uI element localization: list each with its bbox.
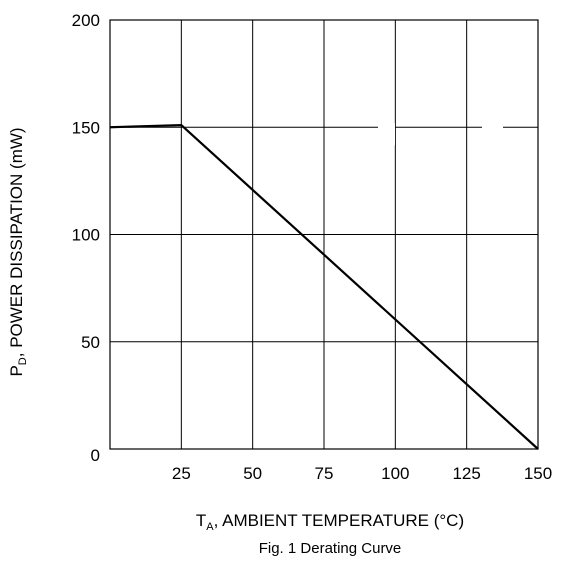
y-axis-label-rest: , POWER DISSIPATION (mW)	[7, 127, 26, 357]
y-tick-label-50: 50	[81, 333, 100, 352]
series-layer	[109, 123, 539, 450]
figure-caption: Fig. 1 Derating Curve	[259, 540, 402, 557]
y-tick-label-200: 200	[72, 11, 100, 30]
grid-layer	[110, 20, 538, 449]
x-axis-label: TA, AMBIENT TEMPERATURE (°C)	[196, 511, 464, 533]
x-tick-label-100: 100	[381, 464, 409, 483]
gridline-gap-2	[482, 123, 503, 146]
y-axis-label: PD, POWER DISSIPATION (mW)	[7, 127, 29, 376]
x-tick-label-150: 150	[524, 464, 552, 483]
x-axis-label-subscript: A	[206, 521, 214, 533]
x-axis-label-main: T	[196, 511, 206, 530]
x-tick-label-50: 50	[243, 464, 262, 483]
x-axis-label-rest: , AMBIENT TEMPERATURE (°C)	[214, 511, 465, 530]
plot-frame	[109, 19, 539, 450]
y-tick-label-100: 100	[72, 226, 100, 245]
y-tick-labels: 0 50 100 150 200	[72, 11, 100, 465]
y-axis-label-main: P	[7, 365, 26, 376]
derating-curve-line	[109, 123, 539, 450]
y-tick-label-150: 150	[72, 118, 100, 137]
x-tick-label-75: 75	[315, 464, 334, 483]
y-tick-label-0: 0	[91, 446, 100, 465]
x-tick-label-125: 125	[452, 464, 480, 483]
x-tick-label-25: 25	[172, 464, 191, 483]
y-axis-label-subscript: D	[17, 357, 29, 365]
gridline-gap-1	[378, 123, 395, 146]
x-tick-labels: 25 50 75 100 125 150	[172, 464, 552, 483]
